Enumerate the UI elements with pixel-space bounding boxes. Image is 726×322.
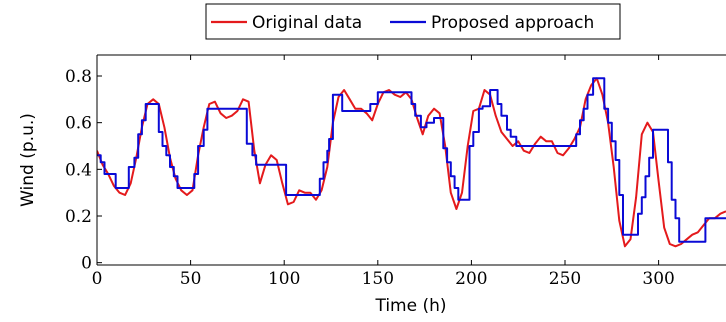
ticks-layer: 0 50 100 150 200 250 300 0 0.2 0.4 0.6 0.8 xyxy=(65,55,675,289)
x-tick-label-200: 200 xyxy=(455,269,487,289)
x-tick-label-0: 0 xyxy=(92,269,103,289)
x-tick-label-100: 100 xyxy=(268,269,300,289)
y-tick-label-0: 0 xyxy=(81,254,92,274)
y-axis-label: Wind (p.u.) xyxy=(18,113,38,207)
x-tick-label-50: 50 xyxy=(180,269,202,289)
plot-area xyxy=(96,54,726,266)
x-tick-label-300: 300 xyxy=(642,269,674,289)
y-tick-label-0.6: 0.6 xyxy=(65,114,92,134)
y-tick-label-0.2: 0.2 xyxy=(65,207,92,227)
series-line-proposed-approach xyxy=(97,77,726,243)
x-tick-label-150: 150 xyxy=(362,269,394,289)
y-tick-label-0.4: 0.4 xyxy=(65,160,92,180)
y-tick-label-0.8: 0.8 xyxy=(65,67,92,87)
series-layer xyxy=(97,77,726,248)
legend-label-proposed: Proposed approach xyxy=(431,13,594,33)
x-tick-label-250: 250 xyxy=(549,269,581,289)
x-axis-label: Time (h) xyxy=(374,296,446,316)
legend: Original data Proposed approach xyxy=(205,3,621,40)
legend-label-original: Original data xyxy=(252,13,362,33)
